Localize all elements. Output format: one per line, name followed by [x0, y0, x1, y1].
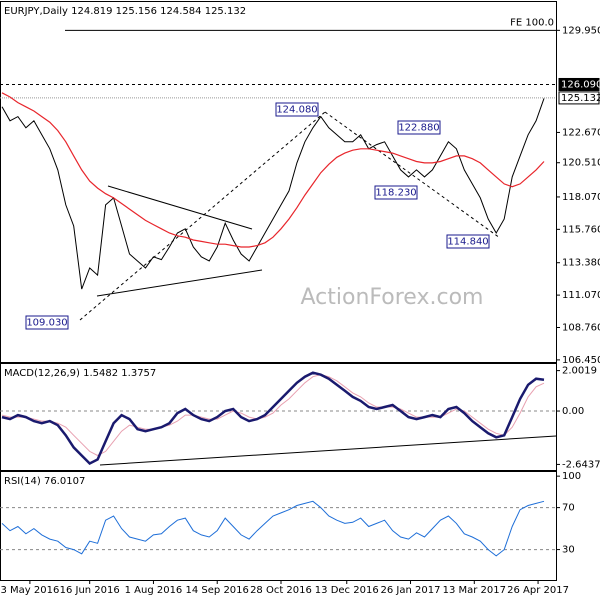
triangle-upper	[107, 185, 253, 230]
panel-frame	[0, 471, 557, 581]
x-tick-label: 28 Oct 2016	[250, 585, 312, 596]
x-tick-label: 1 Aug 2016	[125, 585, 183, 596]
annotation-box	[275, 102, 319, 117]
price-label-box	[558, 77, 600, 91]
panel-title: MACD(12,26,9) 1.5482 1.3757	[4, 368, 156, 379]
y-tick-label: 106.450	[562, 355, 600, 366]
macd-trend-line	[99, 435, 557, 466]
panel-frame	[0, 1, 557, 363]
y-tick-label: 108.760	[562, 323, 600, 334]
x-tick-label: 13 Mar 2017	[443, 585, 506, 596]
y-tick-label: 100	[562, 471, 581, 482]
series-line	[1, 374, 545, 457]
series-line	[1, 92, 545, 248]
panel-title: RSI(14) 76.0107	[4, 476, 85, 487]
y-tick-label: 122.670	[562, 127, 600, 138]
watermark: ActionForex.com	[301, 285, 484, 310]
y-tick-label: 111.070	[562, 290, 600, 301]
x-tick-label: 3 May 2016	[0, 585, 59, 596]
annotation-box	[446, 234, 490, 249]
y-tick-label: 115.760	[562, 224, 600, 235]
annotation: 114.840	[447, 237, 488, 248]
annotation-box	[397, 120, 441, 135]
x-tick-label: 13 Dec 2016	[315, 585, 379, 596]
triangle-lower	[96, 269, 263, 297]
annotation: 109.030	[26, 318, 67, 329]
panel-frame	[0, 363, 557, 471]
y-tick-label: 0.00	[562, 406, 584, 417]
price-label: 126.090	[561, 79, 600, 90]
y-tick-label: 2.0019	[562, 366, 597, 377]
series-line	[1, 98, 545, 290]
annotation: 122.880	[398, 123, 439, 134]
series-line	[1, 500, 545, 557]
y-tick-label: 70	[562, 503, 575, 514]
y-tick-label: 30	[562, 545, 575, 556]
price-label-box	[558, 91, 600, 105]
annotation-box	[25, 315, 69, 330]
panel-title: EURJPY,Daily 124.819 125.156 124.584 125…	[4, 6, 246, 17]
x-tick-label: 14 Sep 2016	[186, 585, 249, 596]
annotation: 124.080	[276, 105, 317, 116]
series-line	[1, 371, 545, 466]
reference-label: FE 100.0	[510, 17, 554, 28]
y-tick-label: 118.070	[562, 192, 600, 203]
annotation-box	[374, 185, 418, 200]
y-tick-label: 129.950	[562, 25, 600, 36]
x-tick-label: 26 Apr 2017	[507, 585, 569, 596]
y-tick-label: 113.380	[562, 258, 600, 269]
annotation: 118.230	[375, 188, 416, 199]
y-tick-label: 120.510	[562, 158, 600, 169]
x-tick-label: 16 Jun 2016	[60, 585, 120, 596]
y-tick-label: -2.6437	[562, 459, 600, 470]
x-tick-label: 26 Jan 2017	[381, 585, 441, 596]
price-label: 125.132	[561, 93, 600, 104]
trend-lines	[79, 111, 557, 466]
